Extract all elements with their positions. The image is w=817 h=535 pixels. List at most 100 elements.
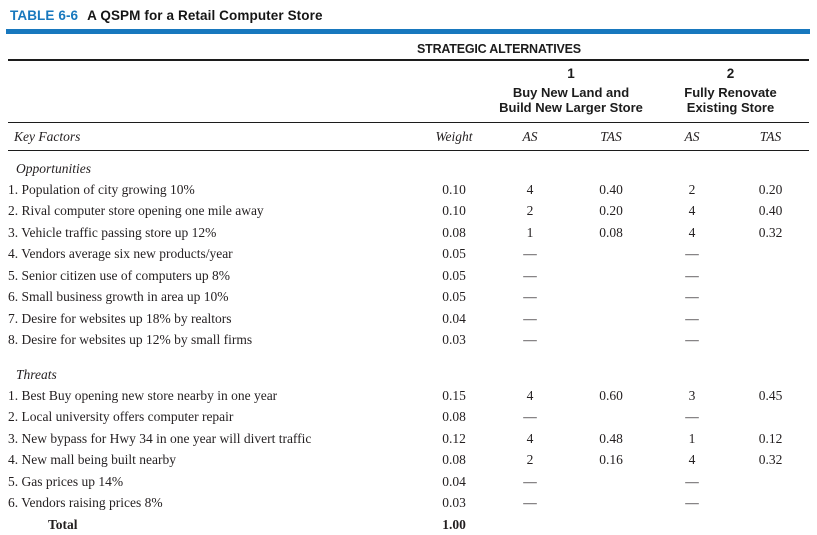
table-row: 6. Small business growth in area up 10% 0… bbox=[8, 287, 809, 309]
column-header-tas-1: TAS bbox=[600, 129, 622, 144]
as-cell: — bbox=[685, 409, 699, 425]
factor-cell: 7. Desire for websites up 18% by realtor… bbox=[8, 310, 232, 326]
table-row: 5. Senior citizen use of computers up 8%… bbox=[8, 265, 809, 287]
as-cell: 4 bbox=[688, 452, 696, 468]
as-cell: — bbox=[523, 495, 537, 511]
column-header-key-factors: Key Factors bbox=[14, 129, 81, 144]
tas-cell: 0.32 bbox=[758, 452, 783, 468]
as-cell: — bbox=[523, 246, 537, 262]
table-row: 6. Vendors raising prices 8% 0.03 — — bbox=[8, 493, 809, 515]
as-cell: — bbox=[685, 495, 699, 511]
as-cell: 1 bbox=[526, 224, 534, 240]
tas-cell: 0.48 bbox=[599, 430, 623, 446]
column-header-weight: Weight bbox=[435, 129, 473, 144]
tas-cell: 0.32 bbox=[758, 224, 783, 240]
tas-cell: 0.40 bbox=[599, 181, 623, 197]
factor-cell: 3. Vehicle traffic passing store up 12% bbox=[8, 224, 217, 240]
weight-cell: 0.04 bbox=[442, 310, 466, 326]
weight-cell: 0.05 bbox=[442, 267, 466, 283]
tas-cell: 0.60 bbox=[599, 387, 623, 403]
table-row: 4. New mall being built nearby 0.08 2 0.16 4… bbox=[8, 450, 809, 472]
alternative-2: 2 Fully Renovate Existing Store bbox=[652, 66, 809, 115]
alternative-2-name-line1: Fully Renovate bbox=[684, 85, 777, 100]
column-header-as-1: AS bbox=[522, 129, 538, 144]
table-number: TABLE 6-6 bbox=[10, 8, 79, 23]
tas-cell: 0.40 bbox=[758, 203, 783, 219]
section-header-opportunities: Opportunities bbox=[16, 160, 92, 176]
weight-cell: 0.10 bbox=[442, 203, 466, 219]
as-cell: — bbox=[685, 267, 699, 283]
weight-cell: 0.05 bbox=[442, 246, 466, 262]
alternative-2-name-line2: Existing Store bbox=[686, 100, 775, 115]
tas-cell: 0.12 bbox=[758, 430, 783, 446]
weight-cell: 0.08 bbox=[442, 409, 466, 425]
as-cell: — bbox=[523, 310, 537, 326]
as-cell: — bbox=[685, 246, 699, 262]
strategic-alternatives-header-row: STRATEGIC ALTERNATIVES bbox=[8, 34, 809, 61]
as-cell: — bbox=[685, 332, 699, 348]
as-cell: 4 bbox=[526, 430, 534, 446]
as-cell: — bbox=[523, 409, 537, 425]
weight-cell: 0.04 bbox=[442, 473, 466, 489]
as-cell: — bbox=[685, 289, 699, 305]
factor-cell: 1. Population of city growing 10% bbox=[8, 181, 195, 197]
as-cell: — bbox=[523, 473, 537, 489]
alternatives-spacer bbox=[8, 66, 490, 115]
as-cell: 2 bbox=[526, 452, 534, 468]
strategic-alternatives-label: STRATEGIC ALTERNATIVES bbox=[417, 42, 581, 56]
as-cell: 2 bbox=[688, 181, 696, 197]
as-cell: 4 bbox=[526, 387, 534, 403]
table-row: 4. Vendors average six new products/year… bbox=[8, 244, 809, 266]
table-row: 1. Population of city growing 10% 0.10 4 0.… bbox=[8, 179, 809, 201]
table-row: 2. Rival computer store opening one mile… bbox=[8, 201, 809, 223]
tas-cell: 0.20 bbox=[758, 181, 783, 197]
weight-cell: 0.03 bbox=[442, 495, 466, 511]
as-cell: 4 bbox=[526, 181, 534, 197]
accent-bar bbox=[6, 29, 810, 34]
factor-cell: 6. Small business growth in area up 10% bbox=[8, 289, 229, 305]
table-row: 3. New bypass for Hwy 34 in one year wil… bbox=[8, 428, 809, 450]
total-label: Total bbox=[48, 517, 78, 532]
table-caption: A QSPM for a Retail Computer Store bbox=[87, 8, 323, 23]
column-header-row: Key Factors Weight AS TAS AS TAS bbox=[8, 123, 809, 151]
factor-cell: 4. Vendors average six new products/year bbox=[8, 246, 233, 262]
table-body: Opportunities 1. Population of city growi… bbox=[8, 158, 809, 514]
as-cell: — bbox=[523, 267, 537, 283]
alternative-1: 1 Buy New Land and Build New Larger Stor… bbox=[490, 66, 652, 115]
tas-cell: 0.20 bbox=[599, 203, 623, 219]
weight-cell: 0.08 bbox=[442, 224, 466, 240]
table-row: 1. Best Buy opening new store nearby in … bbox=[8, 385, 809, 407]
as-cell: 3 bbox=[688, 387, 696, 403]
alternatives-row: 1 Buy New Land and Build New Larger Stor… bbox=[8, 61, 809, 123]
factor-cell: 5. Senior citizen use of computers up 8% bbox=[8, 267, 230, 283]
as-cell: 1 bbox=[688, 430, 696, 446]
table-row: 5. Gas prices up 14% 0.04 — — bbox=[8, 471, 809, 493]
table-row: 3. Vehicle traffic passing store up 12% 0… bbox=[8, 222, 809, 244]
weight-cell: 0.08 bbox=[442, 452, 466, 468]
as-cell: — bbox=[685, 310, 699, 326]
as-cell: 2 bbox=[526, 203, 534, 219]
total-row: Total 1.00 bbox=[8, 514, 809, 535]
tas-cell: 0.08 bbox=[599, 224, 623, 240]
alternative-1-number: 1 bbox=[567, 66, 575, 81]
factor-cell: 5. Gas prices up 14% bbox=[8, 473, 124, 489]
factor-cell: 6. Vendors raising prices 8% bbox=[8, 495, 163, 511]
weight-cell: 0.05 bbox=[442, 289, 466, 305]
as-cell: 4 bbox=[688, 203, 696, 219]
alternative-1-name-line2: Build New Larger Store bbox=[499, 100, 643, 115]
weight-cell: 0.10 bbox=[442, 181, 466, 197]
qspm-table: STRATEGIC ALTERNATIVES 1 Buy New Land an… bbox=[8, 34, 809, 535]
factor-cell: 4. New mall being built nearby bbox=[8, 452, 176, 468]
alternative-2-number: 2 bbox=[726, 66, 735, 81]
factor-cell: 3. New bypass for Hwy 34 in one year wil… bbox=[8, 430, 312, 446]
factor-cell: 2. Local university offers computer repa… bbox=[8, 409, 234, 425]
factor-cell: 8. Desire for websites up 12% by small f… bbox=[8, 332, 253, 348]
section-header-threats: Threats bbox=[16, 366, 57, 382]
factor-cell: 2. Rival computer store opening one mile… bbox=[8, 203, 264, 219]
table-row: 7. Desire for websites up 18% by realtor… bbox=[8, 308, 809, 330]
as-cell: 4 bbox=[688, 224, 696, 240]
tas-cell: 0.45 bbox=[758, 387, 783, 403]
column-header-as-2: AS bbox=[684, 129, 700, 144]
table-row: 8. Desire for websites up 12% by small f… bbox=[8, 330, 809, 352]
